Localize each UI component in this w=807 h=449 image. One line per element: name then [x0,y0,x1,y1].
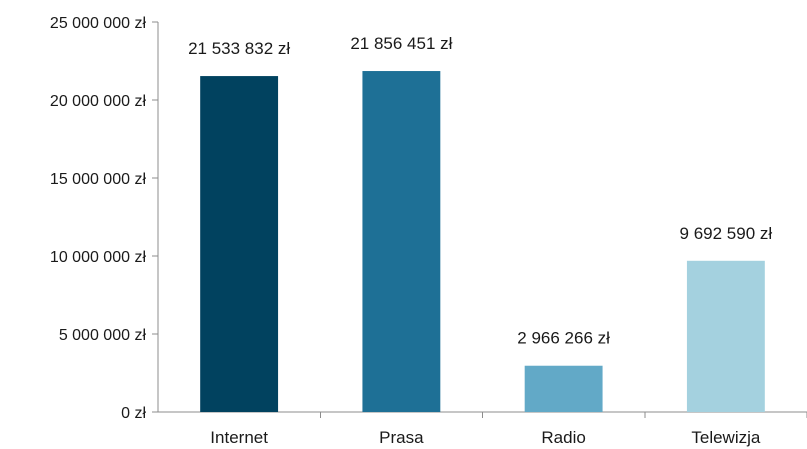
y-tick-label: 10 000 000 zł [50,249,147,266]
x-category-label: Telewizja [691,428,761,447]
bar-prasa [362,71,441,412]
x-category-label: Prasa [379,428,424,447]
data-labels: 21 533 832 zł 21 856 451 zł 2 966 266 zł 9 … [188,34,772,348]
data-label-prasa: 21 856 451 zł [350,34,452,53]
data-label-telewizja: 9 692 590 zł [680,224,773,243]
bar-radio [524,365,603,412]
data-label-radio: 2 966 266 zł [517,329,610,348]
y-tick-label: 0 zł [121,405,146,422]
x-category-label: Radio [541,428,585,447]
bar-telewizja [686,260,765,412]
y-tick-label: 5 000 000 zł [59,327,147,344]
y-tick-label: 20 000 000 zł [50,93,147,110]
data-label-internet: 21 533 832 zł [188,39,290,58]
y-axis: 0 zł 5 000 000 zł 10 000 000 zł 15 000 000 … [50,15,159,422]
y-tick-label: 15 000 000 zł [50,171,147,188]
x-axis: Internet Prasa Radio Telewizja [158,411,807,447]
bar-internet [200,76,279,413]
bars [200,71,765,413]
x-category-label: Internet [210,428,268,447]
y-tick-label: 25 000 000 zł [50,15,147,32]
